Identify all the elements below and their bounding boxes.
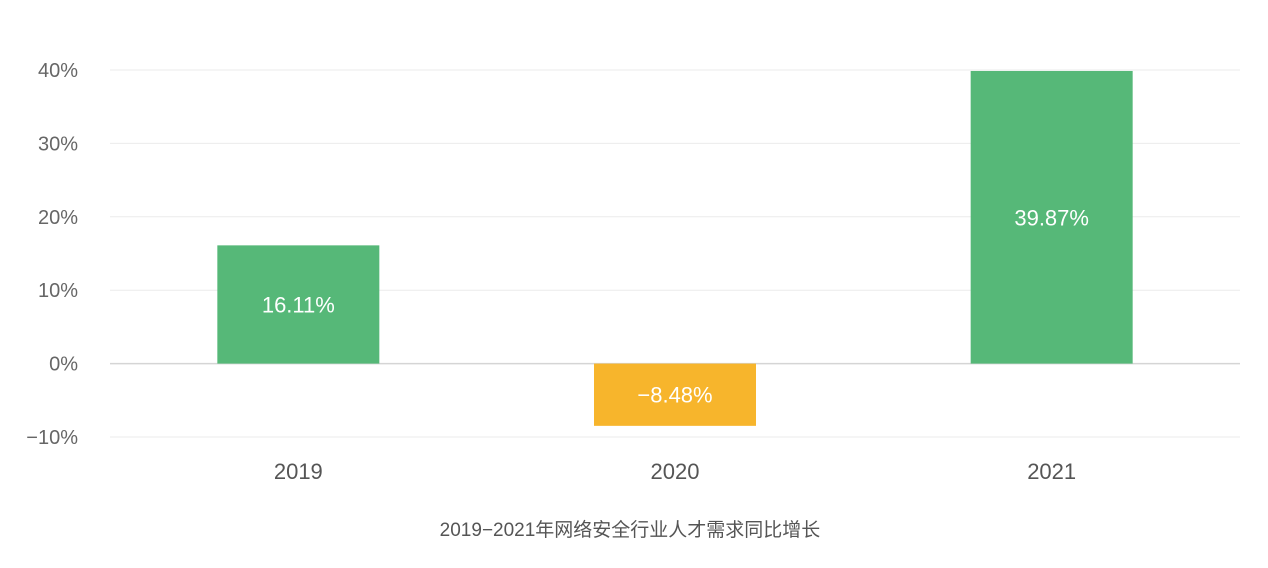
- bar-2021: [970, 70, 1133, 364]
- bar-2019: [217, 245, 380, 364]
- x-tick-label: 2021: [1027, 459, 1076, 484]
- data-label-2020: −8.48%: [637, 383, 712, 408]
- data-labels: 16.11% −8.48% 39.87%: [262, 205, 1089, 407]
- bars: [217, 70, 1133, 426]
- y-tick-label: 40%: [38, 60, 78, 82]
- y-tick-label: 0%: [49, 354, 78, 376]
- data-label-2021: 39.87%: [1014, 205, 1089, 230]
- y-tick-label: 10%: [38, 280, 78, 302]
- chart-caption: 2019−2021年网络安全行业人才需求同比增长: [440, 519, 821, 541]
- y-axis-ticks: 40% 30% 20% 10% 0% −10%: [26, 60, 78, 449]
- data-label-2019: 16.11%: [262, 292, 335, 317]
- y-tick-label: 20%: [38, 207, 78, 229]
- x-tick-label: 2020: [651, 459, 700, 484]
- y-tick-label: 30%: [38, 133, 78, 155]
- bar-2020: [594, 363, 756, 426]
- x-tick-label: 2019: [274, 459, 323, 484]
- x-axis-ticks: 2019 2020 2021: [274, 459, 1076, 484]
- y-tick-label: −10%: [26, 427, 78, 449]
